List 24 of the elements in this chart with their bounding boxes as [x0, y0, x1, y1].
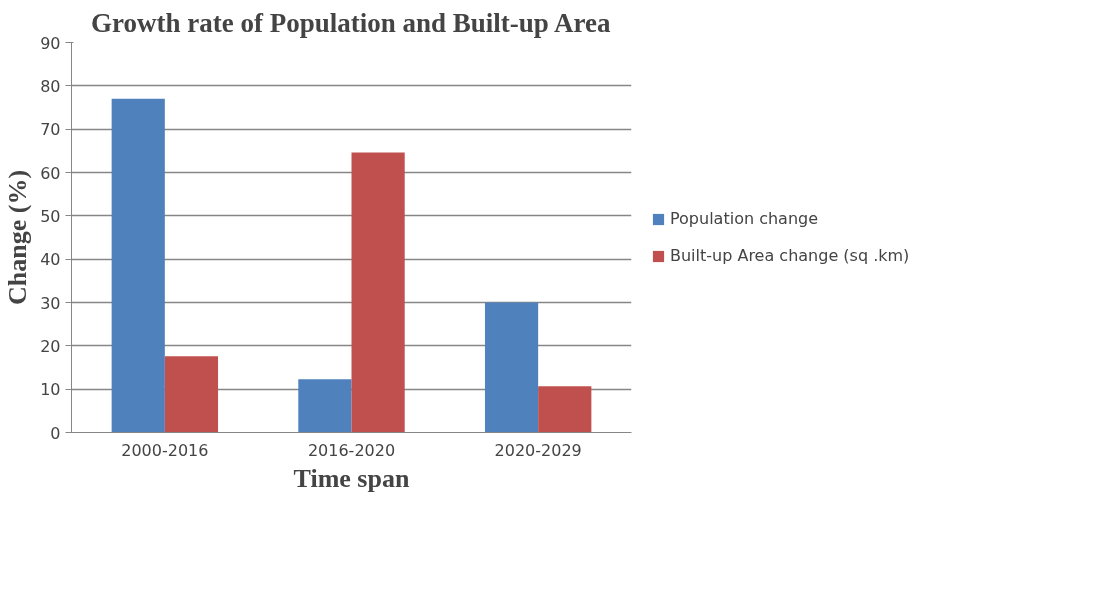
y-tick-label: 80 — [40, 76, 61, 96]
y-tick-label: 30 — [40, 293, 61, 313]
legend-label: Population change — [670, 209, 819, 228]
bar — [298, 379, 352, 433]
x-tick-label: 2016-2020 — [307, 440, 396, 460]
y-tick-label: 20 — [40, 336, 61, 356]
x-tick-label: 2020-2029 — [494, 440, 582, 460]
bar — [164, 356, 219, 433]
y-tick-label: 10 — [40, 380, 61, 400]
bar — [484, 302, 539, 433]
y-tick-label: 40 — [40, 250, 61, 270]
bar — [351, 152, 405, 433]
y-tick-label: 0 — [50, 423, 61, 443]
x-tick-label: 2000-2016 — [121, 440, 209, 460]
y-tick-label: 70 — [40, 120, 61, 140]
y-axis-title: Change (%) — [3, 169, 33, 306]
x-axis-title: Time span — [293, 463, 410, 493]
chart-title: Growth rate of Population and Built-up Area — [90, 7, 612, 38]
bar — [111, 98, 165, 433]
y-tick-label: 90 — [40, 33, 61, 53]
legend-label: Built-up Area change (sq .km) — [670, 246, 910, 265]
bar — [538, 386, 592, 433]
y-tick-label: 60 — [40, 163, 61, 183]
y-tick-label: 50 — [40, 206, 61, 226]
